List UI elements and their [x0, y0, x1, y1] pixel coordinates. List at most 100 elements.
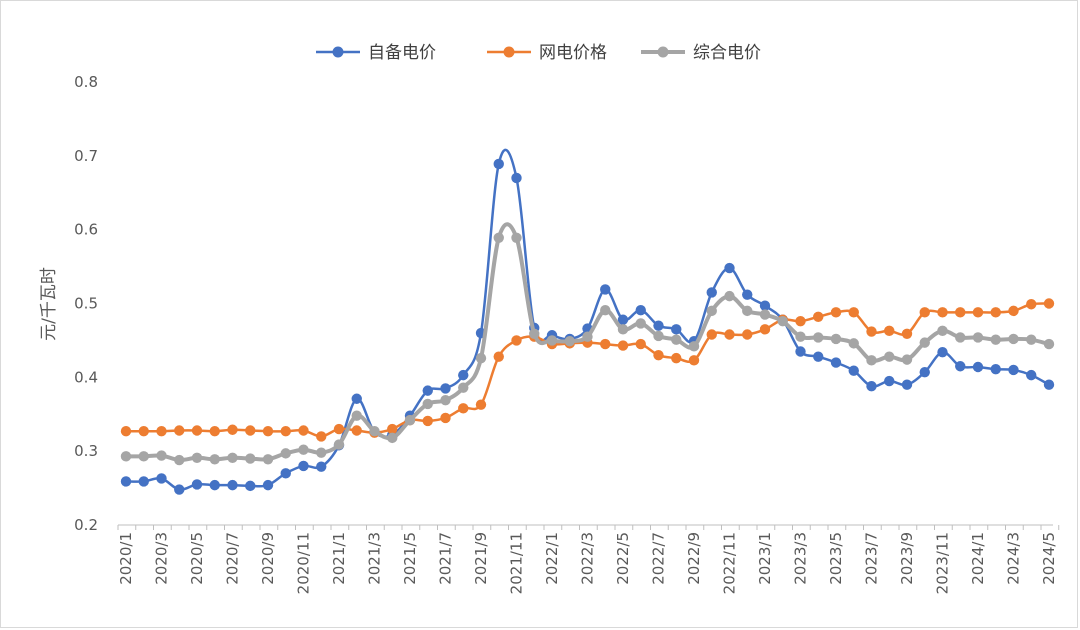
data-point-2021-11	[511, 172, 522, 184]
data-point-2020-10	[280, 468, 291, 479]
data-point-2022-12	[742, 329, 753, 340]
data-point-2020-5	[191, 479, 203, 490]
data-point-2023-3	[795, 346, 806, 357]
data-point-2023-9	[901, 379, 913, 390]
data-point-2020-6	[209, 426, 220, 437]
data-point-2024-4	[1026, 299, 1037, 310]
data-point-2020-8	[245, 425, 256, 436]
data-point-2020-7	[227, 452, 238, 464]
data-point-2022-6	[635, 318, 646, 329]
data-point-2024-1	[972, 361, 984, 373]
x-tick-label: 2022/7	[650, 532, 668, 585]
data-point-2024-5	[1043, 338, 1055, 350]
x-tick-label: 2021/5	[401, 532, 419, 585]
data-point-2021-5	[404, 414, 416, 426]
data-point-2023-5	[830, 307, 842, 318]
data-point-2023-11	[937, 325, 948, 337]
x-tick-label: 2020/9	[259, 532, 277, 585]
data-point-2023-5	[830, 333, 842, 345]
legend-item: 自备电价	[316, 43, 436, 63]
data-point-2023-7	[866, 355, 877, 366]
x-tick-label: 2023/3	[792, 532, 810, 585]
data-point-2024-3	[1008, 333, 1019, 345]
x-tick-label: 2023/7	[863, 532, 881, 585]
data-point-2021-1	[333, 439, 345, 450]
data-point-2022-9	[688, 341, 700, 352]
data-point-2020-9	[262, 426, 274, 437]
data-point-2020-11	[298, 425, 309, 436]
data-point-2023-12	[955, 307, 966, 318]
y-tick-label: 0.2	[74, 516, 98, 534]
data-point-2021-4	[387, 423, 398, 435]
legend-item: 网电价格	[487, 43, 607, 63]
series-3	[120, 222, 1055, 466]
data-point-2022-10	[706, 329, 717, 340]
data-point-2023-2	[777, 316, 788, 327]
series-line	[125, 302, 1050, 438]
data-point-2022-5	[617, 324, 629, 335]
series-1	[120, 148, 1055, 495]
data-point-2020-12	[316, 447, 327, 458]
data-point-2022-10	[706, 305, 717, 317]
data-point-2023-1	[759, 300, 771, 311]
data-point-2020-1	[120, 451, 132, 462]
data-point-2020-8	[245, 453, 256, 464]
data-point-2023-10	[919, 337, 930, 348]
x-tick-label: 2021/11	[508, 532, 526, 594]
data-point-2022-7	[653, 320, 664, 331]
x-tick-label: 2021/3	[366, 532, 384, 585]
legend-label: 自备电价	[368, 43, 436, 63]
data-point-2022-8	[671, 324, 682, 335]
data-point-2020-11	[298, 460, 309, 472]
data-point-2020-9	[262, 479, 274, 491]
data-point-2021-10	[493, 351, 504, 362]
data-point-2021-2	[351, 410, 362, 421]
data-point-2023-8	[884, 325, 895, 337]
data-point-2022-4	[600, 304, 611, 316]
x-tick-label: 2023/1	[756, 532, 774, 585]
data-point-2020-2	[138, 451, 149, 462]
data-point-2023-10	[919, 366, 930, 378]
data-point-2024-4	[1026, 369, 1037, 381]
data-point-2020-2	[138, 476, 149, 487]
data-point-2020-10	[280, 426, 291, 437]
data-point-2020-3	[156, 473, 167, 484]
data-point-2023-1	[759, 309, 771, 320]
y-tick-label: 0.7	[74, 147, 98, 165]
x-tick-label: 2021/1	[330, 532, 348, 585]
data-point-2020-4	[174, 425, 185, 436]
data-point-2023-11	[937, 347, 948, 358]
x-tick-label: 2022/1	[543, 532, 561, 585]
data-point-2020-4	[174, 484, 185, 495]
data-point-2023-10	[919, 307, 930, 318]
data-point-2022-8	[671, 352, 682, 364]
data-point-2020-7	[227, 424, 238, 435]
data-point-2024-3	[1008, 364, 1019, 376]
x-tick-label: 2020/11	[295, 532, 313, 594]
data-point-2020-12	[316, 431, 327, 442]
x-tick-label: 2020/1	[117, 532, 135, 585]
data-point-2021-9	[475, 399, 487, 410]
data-point-2023-7	[866, 326, 877, 337]
data-point-2022-12	[742, 305, 753, 317]
data-point-2022-10	[706, 287, 717, 298]
data-point-2022-4	[600, 338, 611, 350]
data-point-2021-12	[529, 328, 540, 339]
data-point-2023-12	[955, 332, 966, 343]
x-tick-label: 2021/7	[437, 532, 455, 585]
data-point-2021-4	[387, 432, 398, 444]
x-tick-label: 2020/3	[153, 532, 171, 585]
data-point-2024-3	[1008, 305, 1019, 317]
data-point-2021-8	[458, 369, 469, 381]
data-point-2024-2	[990, 334, 1001, 345]
data-point-2022-5	[617, 340, 629, 351]
data-point-2022-1	[546, 335, 558, 346]
legend-label: 网电价格	[539, 43, 607, 63]
data-point-2023-4	[813, 332, 824, 343]
x-tick-label: 2023/9	[898, 532, 916, 585]
legend-item: 综合电价	[641, 43, 761, 63]
y-tick-label: 0.6	[74, 221, 98, 239]
data-point-2021-6	[422, 415, 433, 427]
